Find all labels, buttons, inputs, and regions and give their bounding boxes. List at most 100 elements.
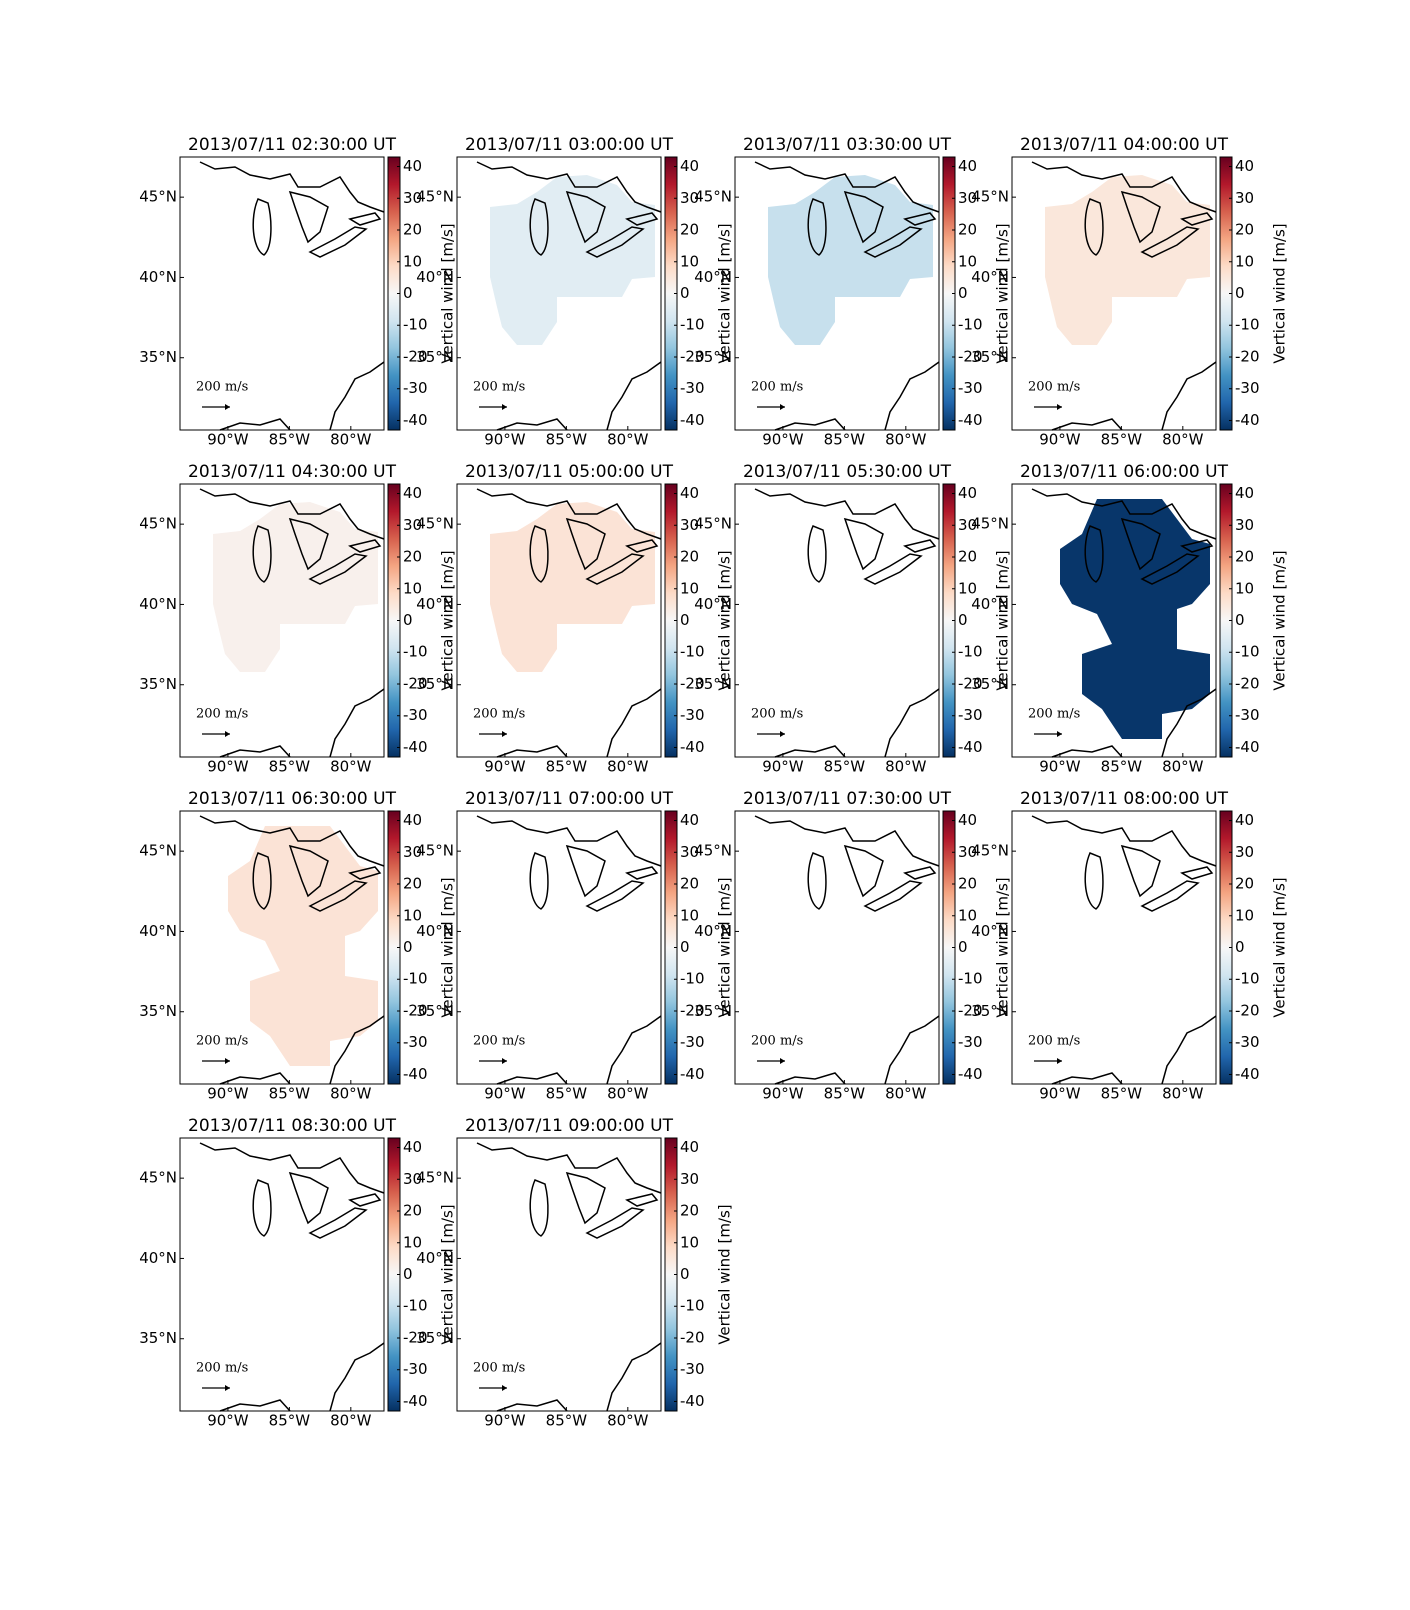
x-tick-label: 90°W — [207, 758, 249, 776]
x-tick-label: 80°W — [607, 1085, 649, 1103]
colorbar-tick-label: 20 — [680, 221, 699, 239]
colorbar-tick-label: 40 — [958, 811, 977, 829]
colorbar-tick-label: -20 — [403, 674, 428, 692]
y-tick-label: 35°N — [139, 1002, 177, 1020]
colorbar-tick-label: 20 — [680, 875, 699, 893]
wind-field — [768, 175, 933, 345]
x-tick-label: 90°W — [762, 1085, 804, 1103]
x-tick-label: 90°W — [207, 431, 249, 449]
panel-title: 2013/07/11 04:00:00 UT — [1020, 135, 1229, 155]
x-tick-label: 80°W — [885, 1085, 927, 1103]
colorbar-tick-label: -30 — [403, 706, 428, 724]
colorbar-tick-label: 30 — [1235, 516, 1254, 534]
panel: 2013/07/11 03:00:00 UT 200 m/s 90°W 85°W 80°… — [416, 135, 733, 449]
y-tick-label: 45°N — [694, 188, 732, 206]
panel: 2013/07/11 04:30:00 UT 200 m/s 90°W 85°W 80°… — [139, 462, 456, 776]
x-tick-label: 80°W — [330, 431, 372, 449]
x-tick-label: 90°W — [762, 431, 804, 449]
quiver-key: 200 m/s — [751, 707, 803, 722]
x-tick-label: 85°W — [1101, 758, 1143, 776]
x-tick-label: 80°W — [607, 431, 649, 449]
colorbar-tick-label: -10 — [958, 970, 983, 988]
colorbar-tick-label: -20 — [1235, 674, 1260, 692]
panel: 2013/07/11 06:30:00 UT 200 m/s 90°W 85°W 80°… — [139, 789, 456, 1103]
y-tick-label: 40°N — [139, 1249, 177, 1267]
panel: 2013/07/11 05:00:00 UT 200 m/s 90°W 85°W 80°… — [416, 462, 733, 776]
colorbar-tick-label: -40 — [958, 1065, 983, 1083]
colorbar-tick-label: -40 — [680, 738, 705, 756]
colorbar-tick-label: -10 — [403, 970, 428, 988]
colorbar-tick-label: 0 — [1235, 938, 1245, 956]
quiver-key: 200 m/s — [473, 380, 525, 395]
colorbar-tick-label: 40 — [680, 1138, 699, 1156]
quiver-key: 200 m/s — [1028, 1034, 1080, 1049]
panel-title: 2013/07/11 03:30:00 UT — [743, 135, 952, 155]
colorbar-tick-label: 20 — [403, 548, 422, 566]
colorbar-tick-label: -40 — [403, 738, 428, 756]
colorbar-tick-label: -30 — [1235, 1033, 1260, 1051]
panel-title: 2013/07/11 04:30:00 UT — [188, 462, 397, 482]
colorbar-tick-label: 10 — [403, 252, 422, 270]
colorbar-label: Vertical wind [m/s] — [439, 1204, 457, 1344]
colorbar-tick-label: -20 — [958, 674, 983, 692]
colorbar-tick-label: 20 — [1235, 221, 1254, 239]
y-tick-label: 35°N — [694, 1002, 732, 1020]
colorbar-tick-label: 0 — [403, 284, 413, 302]
colorbar-tick-label: 30 — [680, 516, 699, 534]
colorbar-tick-label: 10 — [958, 906, 977, 924]
panel-title: 2013/07/11 05:00:00 UT — [465, 462, 674, 482]
x-tick-label: 85°W — [546, 431, 588, 449]
colorbar-label: Vertical wind [m/s] — [994, 877, 1012, 1017]
quiver-key: 200 m/s — [196, 1034, 248, 1049]
x-tick-label: 85°W — [546, 758, 588, 776]
map-frame — [179, 156, 385, 431]
colorbar-tick-label: 10 — [403, 906, 422, 924]
colorbar-tick-label: 10 — [958, 252, 977, 270]
colorbar-tick-label: -40 — [1235, 411, 1260, 429]
colorbar-tick-label: 40 — [403, 1138, 422, 1156]
colorbar-label: Vertical wind [m/s] — [1271, 877, 1289, 1017]
x-tick-label: 85°W — [1101, 431, 1143, 449]
colorbar-label: Vertical wind [m/s] — [1271, 223, 1289, 363]
colorbar-label: Vertical wind [m/s] — [716, 877, 734, 1017]
map-frame — [734, 156, 940, 431]
colorbar-tick-label: -10 — [403, 316, 428, 334]
x-tick-label: 90°W — [207, 1412, 249, 1430]
colorbar-tick-label: 40 — [403, 157, 422, 175]
colorbar-tick-label: -10 — [680, 643, 705, 661]
colorbar-tick-label: 40 — [680, 157, 699, 175]
colorbar-tick-label: 0 — [680, 284, 690, 302]
x-tick-label: 85°W — [824, 431, 866, 449]
x-tick-label: 90°W — [1039, 1085, 1081, 1103]
map-frame — [179, 1137, 385, 1412]
x-tick-label: 80°W — [885, 758, 927, 776]
colorbar-tick-label: 20 — [958, 548, 977, 566]
colorbar-tick-label: -30 — [680, 1360, 705, 1378]
panel-title: 2013/07/11 07:00:00 UT — [465, 789, 674, 809]
colorbar-tick-label: 20 — [403, 1202, 422, 1220]
colorbar-label: Vertical wind [m/s] — [716, 550, 734, 690]
colorbar-tick-label: -10 — [958, 643, 983, 661]
panel-title: 2013/07/11 02:30:00 UT — [188, 135, 397, 155]
colorbar-tick-label: -30 — [958, 706, 983, 724]
colorbar-tick-label: -20 — [680, 1328, 705, 1346]
y-tick-label: 35°N — [971, 675, 1009, 693]
map-frame — [179, 810, 385, 1085]
panel-title: 2013/07/11 05:30:00 UT — [743, 462, 952, 482]
colorbar-tick-label: 0 — [680, 1265, 690, 1283]
x-tick-label: 85°W — [1101, 1085, 1143, 1103]
y-tick-label: 40°N — [694, 595, 732, 613]
wind-field — [213, 502, 378, 672]
colorbar-tick-label: 30 — [958, 189, 977, 207]
panel-title: 2013/07/11 08:30:00 UT — [188, 1116, 397, 1136]
wind-field — [490, 175, 655, 345]
colorbar-tick-label: -40 — [403, 1065, 428, 1083]
y-tick-label: 45°N — [416, 842, 454, 860]
colorbar-label: Vertical wind [m/s] — [716, 1204, 734, 1344]
panel-title: 2013/07/11 08:00:00 UT — [1020, 789, 1229, 809]
colorbar-tick-label: 20 — [1235, 548, 1254, 566]
colorbar-tick-label: -20 — [680, 347, 705, 365]
colorbar-tick-label: -30 — [403, 379, 428, 397]
y-tick-label: 45°N — [139, 188, 177, 206]
y-tick-label: 45°N — [971, 188, 1009, 206]
